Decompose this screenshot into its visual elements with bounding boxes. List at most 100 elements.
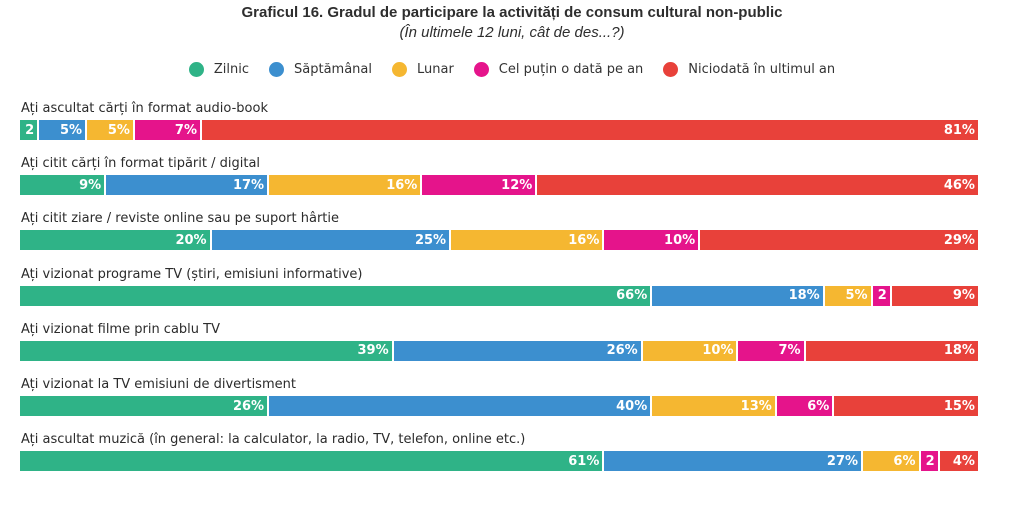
bar-segment: 5%: [87, 120, 135, 140]
data-label: 6%: [807, 398, 830, 414]
stacked-bar: 20% 25% 16% 10% 29%: [20, 230, 978, 251]
legend-label: Lunar: [416, 62, 454, 77]
chart-title: Graficul 16. Gradul de participare la ac…: [241, 4, 783, 21]
data-label: 16%: [386, 177, 418, 193]
data-label: 17%: [232, 177, 265, 193]
bar-segment: 15%: [834, 396, 978, 416]
legend-label: Cel puțin o dată pe an: [498, 62, 644, 77]
data-label: 7%: [174, 122, 197, 138]
bar-segment: 16%: [269, 175, 423, 196]
data-label: 2: [925, 453, 935, 469]
bar-segment: 66%: [20, 285, 653, 306]
data-label: 81%: [943, 122, 975, 138]
data-label: 20%: [175, 232, 207, 248]
bar-segment: 4%: [939, 451, 978, 472]
data-label: 2: [25, 122, 35, 138]
data-label: 27%: [826, 453, 859, 469]
bar-segment: 5%: [39, 120, 88, 140]
legend-item: Cel puțin o dată pe an: [473, 62, 644, 77]
data-label: 26%: [606, 343, 638, 359]
data-label: 39%: [357, 343, 389, 359]
bar-segment: 10%: [642, 340, 739, 361]
legend-item: Săptămânal: [269, 62, 372, 77]
data-label: 13%: [740, 398, 772, 414]
bar-segment: 2: [20, 120, 40, 140]
stacked-bar: 66% 18% 5% 2 9%: [20, 285, 978, 306]
data-label: 5%: [59, 122, 83, 138]
legend-item: Lunar: [391, 62, 454, 77]
legend-label: Zilnic: [213, 62, 249, 77]
data-label: 9%: [79, 177, 102, 193]
stacked-bar: 61% 27% 6% 2 4%: [20, 451, 978, 472]
legend-item: Niciodată în ultimul an: [663, 62, 835, 77]
bar-segment: 17%: [106, 175, 270, 196]
legend-swatch: [391, 62, 407, 77]
bar-segment: 7%: [134, 120, 202, 140]
chart-legend: Zilnic Săptămânal Lunar Cel puțin o dată pe…: [0, 62, 1024, 77]
bar-segment: 26%: [393, 340, 643, 361]
bar-segment: 6%: [863, 451, 921, 472]
data-label: 18%: [943, 343, 975, 359]
bar-segment: 18%: [652, 285, 825, 306]
bar-segment: 5%: [824, 285, 873, 306]
bar-segment: 2: [872, 285, 892, 306]
legend-swatch: [663, 62, 679, 77]
bar-segment: 27%: [604, 451, 864, 472]
bar-segment: 81%: [201, 120, 978, 140]
data-label: 7%: [778, 343, 801, 359]
bar-segment: 20%: [20, 230, 212, 251]
category-label: Ați vizionat la TV emisiuni de divertism…: [21, 377, 296, 392]
data-label: 10%: [702, 343, 734, 359]
data-label: 25%: [414, 232, 447, 248]
bar-segment: 16%: [451, 230, 605, 251]
stacked-bar: 39% 26% 10% 7% 18%: [20, 340, 978, 361]
data-label: 26%: [232, 398, 265, 414]
data-label: 66%: [616, 288, 648, 304]
category-label: Ați citit cărți în format tipărit / digi…: [21, 156, 261, 172]
bar-segment: 46%: [537, 175, 978, 196]
data-label: 46%: [943, 177, 975, 193]
legend-swatch: [188, 62, 204, 77]
category-label: Ați ascultat cărți în format audio-book: [21, 101, 268, 116]
data-label: 12%: [501, 177, 533, 193]
data-label: 40%: [616, 398, 648, 414]
data-label: 15%: [943, 398, 975, 414]
data-label: 10%: [664, 232, 696, 248]
data-label: 5%: [107, 122, 130, 138]
bar-segment: 10%: [604, 230, 701, 251]
bar-segment: 6%: [776, 396, 835, 416]
data-label: 9%: [952, 288, 975, 304]
bar-segment: 26%: [20, 396, 270, 416]
legend-label: Niciodată în ultimul an: [688, 62, 836, 77]
data-label: 61%: [568, 453, 600, 469]
bar-segment: 2: [920, 451, 940, 472]
data-label: 16%: [568, 232, 600, 248]
bar-segment: 13%: [652, 396, 777, 416]
data-label: 6%: [893, 453, 916, 469]
legend-swatch: [269, 62, 284, 77]
bar-segment: 18%: [805, 340, 978, 361]
stacked-bar: 26% 40% 13% 6% 15%: [20, 396, 978, 416]
category-label: Ați ascultat muzică (în general: la calc…: [21, 432, 526, 448]
bar-segment: 25%: [211, 230, 452, 251]
data-label: 5%: [845, 288, 868, 304]
bar-segment: 39%: [20, 340, 394, 361]
category-label: Ați citit ziare / reviste online sau pe …: [21, 211, 339, 227]
category-label: Ați vizionat programe TV (știri, emisiun…: [21, 266, 363, 282]
data-label: 29%: [943, 232, 975, 248]
bar-segment: 29%: [700, 230, 978, 251]
bar-segment: 61%: [20, 451, 605, 472]
stacked-bar: 9% 17% 16% 12% 46%: [20, 175, 978, 196]
bar-segment: 9%: [20, 175, 107, 196]
category-label: Ați vizionat filme prin cablu TV: [21, 321, 220, 337]
stacked-bar: 2 5% 5% 7% 81%: [20, 120, 978, 140]
bar-segment: 40%: [269, 396, 653, 416]
bar-segment: 12%: [422, 175, 538, 196]
chart-subtitle: (În ultimele 12 luni, cât de des...?): [399, 24, 625, 41]
data-label: 2: [877, 288, 887, 304]
legend-item: Zilnic: [188, 62, 249, 77]
legend-swatch: [473, 62, 489, 77]
bar-segment: 7%: [738, 340, 806, 361]
bar-segment: 9%: [891, 285, 978, 306]
data-label: 18%: [788, 288, 820, 304]
